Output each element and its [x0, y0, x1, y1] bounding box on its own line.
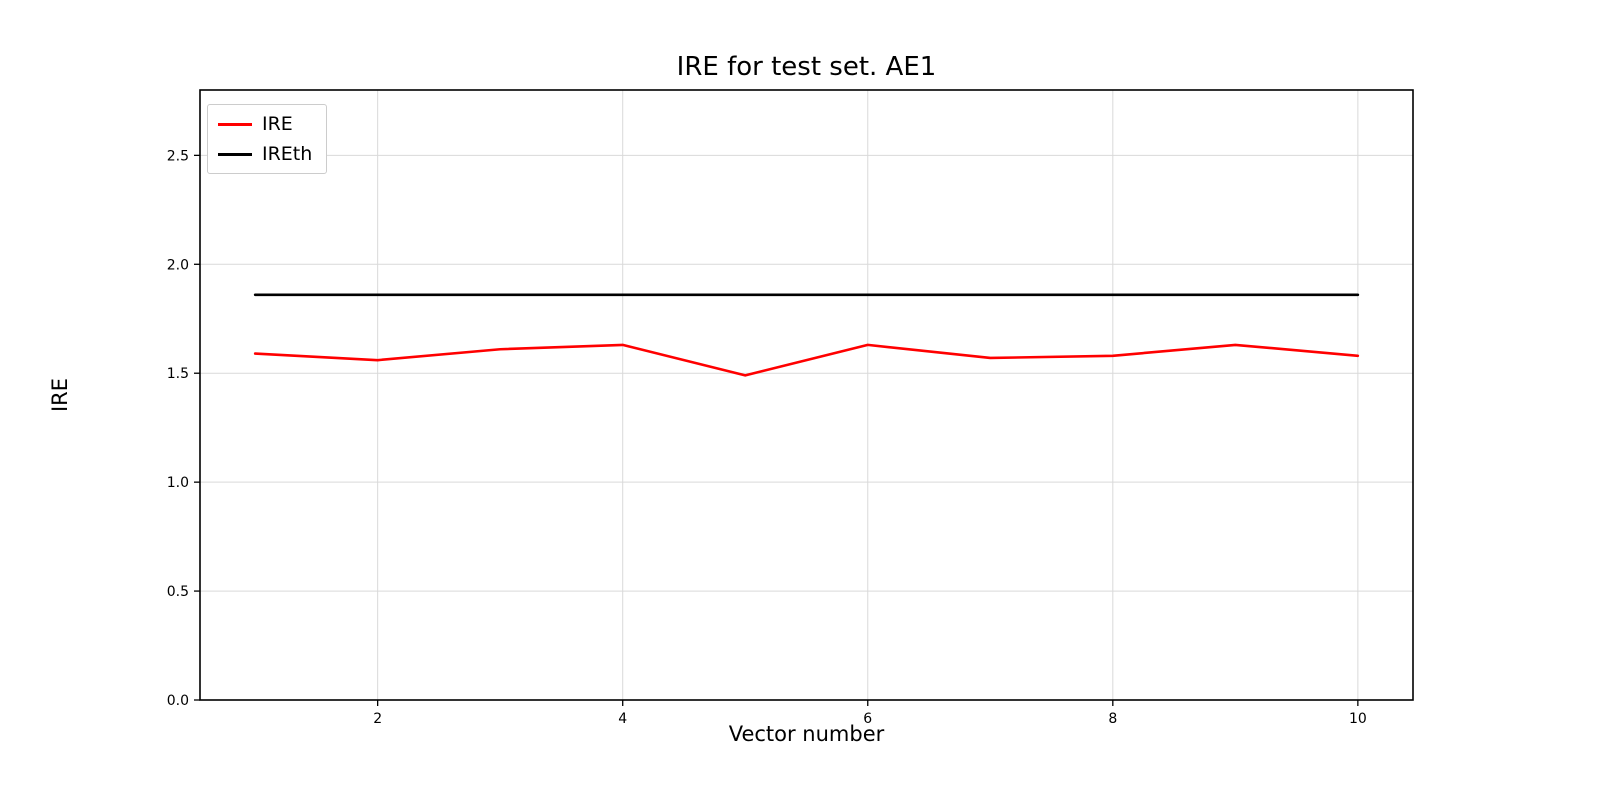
y-tick-label: 2.5 — [167, 148, 189, 164]
legend-label-ire: IRE — [262, 113, 293, 135]
plot-background — [200, 90, 1413, 700]
legend-line-swatch-ire — [218, 122, 252, 126]
x-tick-label: 10 — [1349, 711, 1367, 727]
legend-entry-ire: IRE — [218, 113, 312, 135]
legend-label-ireth: IREth — [262, 143, 313, 165]
y-tick-label: 1.5 — [167, 366, 189, 382]
legend-line-swatch-ireth — [218, 152, 252, 156]
chart-title: IRE for test set. AE1 — [676, 52, 937, 82]
y-tick-label: 0.5 — [167, 584, 189, 600]
x-tick-label: 8 — [1108, 711, 1117, 727]
y-axis-label: IRE — [48, 377, 72, 413]
plot-frame — [199, 89, 1414, 701]
legend-entry-ireth: IREth — [218, 143, 312, 165]
x-tick-label: 2 — [373, 711, 382, 727]
x-axis-label: Vector number — [728, 722, 885, 746]
legend: IRE IREth — [207, 104, 328, 174]
y-tick-label: 1.0 — [167, 475, 189, 491]
series-line-ire — [253, 343, 1360, 377]
x-tick-label: 6 — [863, 711, 872, 727]
y-tick-label: 2.0 — [167, 257, 189, 273]
x-tick-label: 4 — [618, 711, 627, 727]
y-tick-label: 0.0 — [167, 693, 189, 709]
